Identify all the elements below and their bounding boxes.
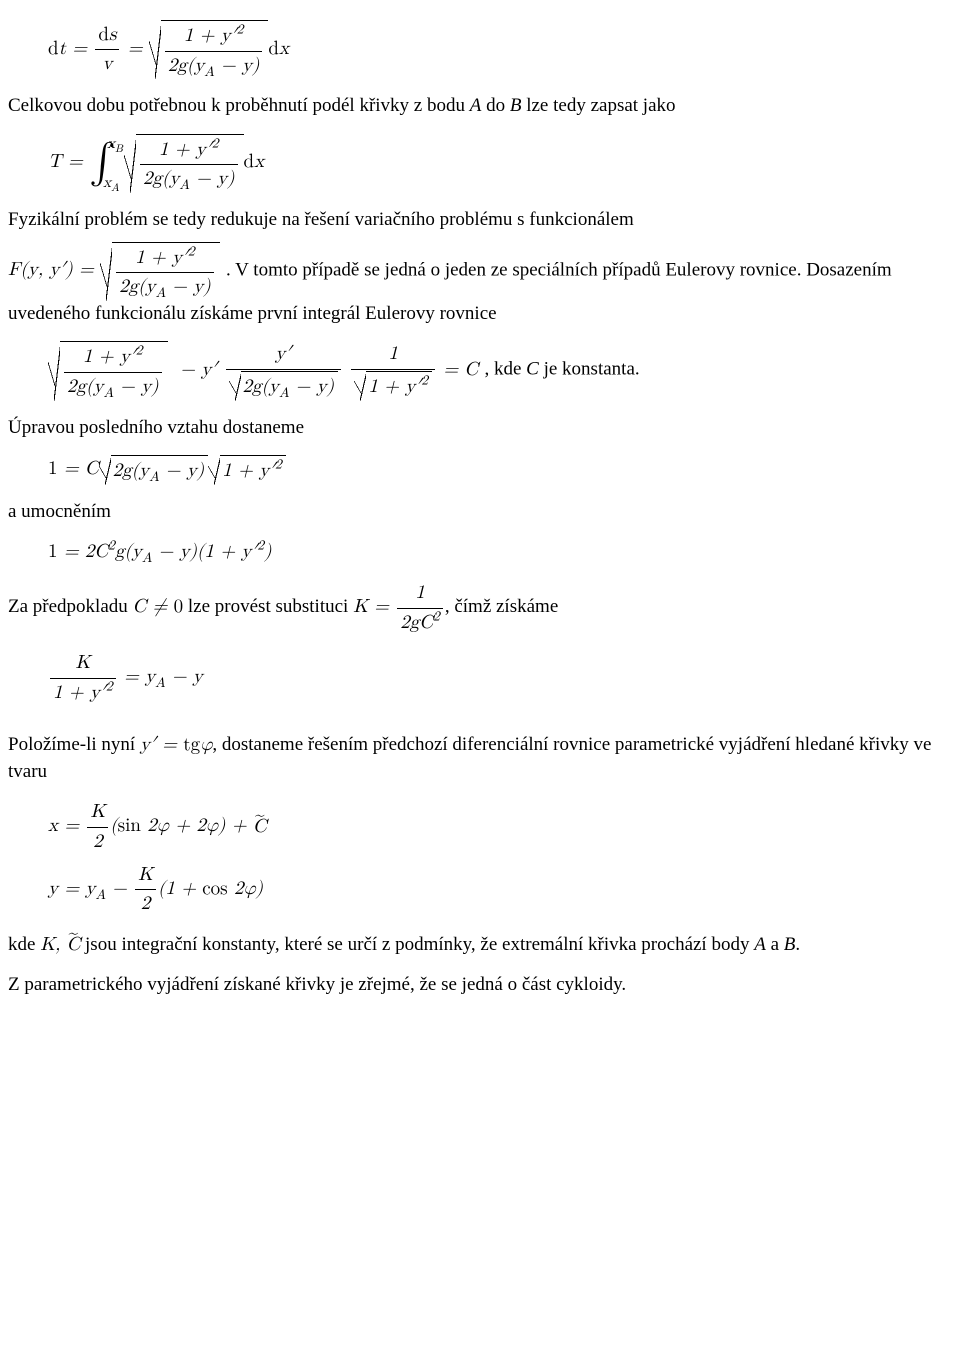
- equation-simplified-1-math: 1 = C2g(yA − y)1 + y′2: [48, 459, 286, 478]
- equation-euler-math: 1 + y′22g(yA − y) − y′ y′2g(yA − y) 11 +…: [48, 360, 484, 379]
- equation-euler-first-integral: 1 + y′22g(yA − y) − y′ y′2g(yA − y) 11 +…: [48, 341, 952, 400]
- para-6: Za předpokladu C ≠ 0 lze provést substit…: [8, 580, 952, 636]
- para-7-text-a: Položíme-li nyní: [8, 734, 140, 755]
- functional-F-inline: F(y, y′) = 1 + y′22g(yA − y): [8, 260, 226, 279]
- equation-squared-math: 1 = 2C2g(yA − y)(1 + y′2): [48, 542, 272, 561]
- point-B-2: B: [784, 934, 796, 955]
- para-1-text-a: Celkovou dobu potřebnou k proběhnutí pod…: [8, 95, 470, 116]
- para-4: Úpravou posledního vztahu dostaneme: [8, 415, 952, 442]
- para-3: F(y, y′) = 1 + y′22g(yA − y) . V tomto p…: [8, 242, 952, 328]
- para-8-text-c: a: [766, 934, 784, 955]
- para-8: kde K, C jsou integrační konstanty, kter…: [8, 932, 952, 959]
- para-8-text-a: kde: [8, 934, 40, 955]
- equation-simplified-1: 1 = C2g(yA − y)1 + y′2: [48, 455, 952, 485]
- equation-K-substitution: K1 + y′2 = yA − y: [48, 650, 952, 706]
- equation-parametric-y: y = yA − K2(1 + cos 2φ): [48, 862, 952, 918]
- para-8-text-b: jsou integrační konstanty, které se určí…: [80, 934, 754, 955]
- equation-dt-math: dt = dsv = 1 + y′22g(yA − y)dx: [48, 39, 289, 58]
- para-1-text-c: lze tedy zapsat jako: [521, 95, 675, 116]
- eq3-trail-a: , kde: [484, 359, 526, 380]
- inline-K-def: K = 12gC2: [353, 597, 445, 616]
- equation-parametric: x = K2(sin 2φ + 2φ) + C y = yA − K2(1 + …: [48, 799, 952, 917]
- inline-y-prime-tg: y′ = tgφ: [140, 735, 212, 754]
- para-5: a umocněním: [8, 499, 952, 526]
- inline-C-neq-0: C ≠ 0: [133, 597, 184, 616]
- para-7: Položíme-li nyní y′ = tgφ, dostaneme řeš…: [8, 732, 952, 785]
- equation-T-integral: T = ∫xBxA 1 + y′22g(yA − y)dx: [48, 134, 952, 193]
- para-8-text-d: .: [795, 934, 800, 955]
- para-6-text-c: , čímž získáme: [445, 596, 558, 617]
- equation-dt: dt = dsv = 1 + y′22g(yA − y)dx: [48, 20, 952, 79]
- point-B: B: [510, 95, 522, 116]
- inline-K-Ctilde: K, C: [40, 935, 80, 954]
- para-1: Celkovou dobu potřebnou k proběhnutí pod…: [8, 93, 952, 120]
- para-2: Fyzikální problém se tedy redukuje na ře…: [8, 207, 952, 234]
- equation-K-math: K1 + y′2 = yA − y: [48, 667, 203, 686]
- point-A-2: A: [754, 934, 766, 955]
- eq3-trail-b: je konstanta.: [539, 359, 640, 380]
- equation-squared: 1 = 2C2g(yA − y)(1 + y′2): [48, 539, 952, 566]
- para-6-text-a: Za předpokladu: [8, 596, 133, 617]
- constant-C: C: [526, 359, 539, 380]
- equation-T-math: T = ∫xBxA 1 + y′22g(yA − y)dx: [48, 152, 264, 171]
- para-6-text-b: lze provést substituci: [183, 596, 353, 617]
- point-A: A: [470, 95, 482, 116]
- para-9: Z parametrického vyjádření získané křivk…: [8, 972, 952, 999]
- equation-parametric-x: x = K2(sin 2φ + 2φ) + C: [48, 799, 952, 855]
- para-1-text-b: do: [481, 95, 510, 116]
